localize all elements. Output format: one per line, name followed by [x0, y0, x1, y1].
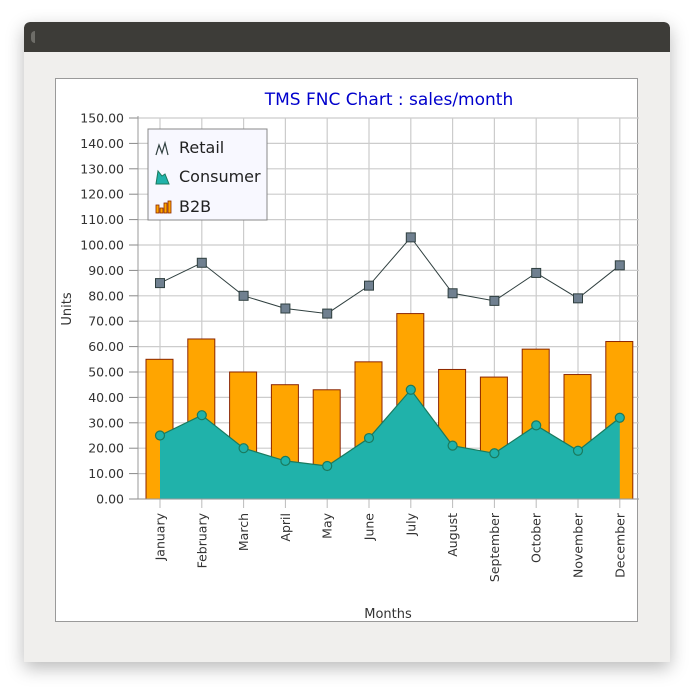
window-titlebar[interactable] [24, 22, 670, 52]
retail-point[interactable] [364, 280, 374, 291]
legend-label-retail: Retail [179, 138, 224, 157]
retail-point[interactable] [489, 295, 500, 306]
window-control-icon[interactable] [31, 31, 35, 43]
y-tick-label: 110.00 [80, 212, 124, 227]
consumer-point[interactable] [447, 440, 458, 451]
y-tick-label: 70.00 [88, 314, 124, 329]
x-tick-label: June [362, 513, 377, 542]
app-window: 0.00 10.00 20.00 30.00 40.00 50.00 60.00 70.00 8… [24, 22, 670, 662]
y-tick-label: 140.00 [80, 136, 124, 151]
x-tick-label: March [236, 513, 251, 551]
chart-legend: Retail Consumer B2B [147, 128, 268, 221]
y-tick-label: 20.00 [88, 441, 124, 456]
retail-point[interactable] [196, 257, 207, 268]
x-tick-label: July [403, 512, 418, 536]
x-tick-label: August [445, 513, 460, 557]
chart-panel: 0.00 10.00 20.00 30.00 40.00 50.00 60.00 70.00 8… [55, 78, 639, 622]
y-tick-label: 10.00 [88, 466, 124, 481]
chart-axes: 0.00 10.00 20.00 30.00 40.00 50.00 60.00 70.00 8… [80, 111, 639, 582]
consumer-point[interactable] [238, 443, 249, 454]
legend-item-consumer: Consumer [155, 167, 261, 186]
y-axis-label: Units [60, 292, 75, 325]
retail-point[interactable] [573, 293, 583, 304]
chart: 0.00 10.00 20.00 30.00 40.00 50.00 60.00 70.00 8… [60, 90, 639, 622]
legend-item-retail: Retail [155, 138, 224, 157]
consumer-point[interactable] [531, 420, 542, 431]
consumer-point[interactable] [614, 412, 625, 423]
consumer-point[interactable] [489, 448, 500, 459]
y-tick-label: 30.00 [88, 415, 124, 430]
consumer-point[interactable] [196, 410, 207, 421]
retail-line [155, 232, 625, 319]
area-series-icon [155, 169, 170, 185]
consumer-point[interactable] [363, 432, 375, 444]
consumer-point[interactable] [572, 445, 584, 456]
y-tick-label: 0.00 [96, 492, 124, 507]
retail-point[interactable] [155, 278, 165, 289]
x-tick-label: September [487, 512, 502, 582]
x-tick-label: February [194, 512, 209, 568]
x-tick-label: December [612, 512, 627, 578]
y-tick-label: 150.00 [80, 111, 124, 126]
retail-point[interactable] [447, 288, 458, 299]
consumer-point[interactable] [322, 460, 333, 472]
x-tick-label: January [153, 512, 168, 561]
retail-point[interactable] [280, 303, 291, 314]
y-tick-label: 100.00 [80, 238, 124, 253]
y-tick-label: 120.00 [80, 187, 124, 202]
x-tick-label: November [571, 512, 586, 578]
y-tick-label: 40.00 [88, 390, 124, 405]
y-tick-label: 60.00 [88, 339, 124, 354]
consumer-point[interactable] [154, 430, 166, 441]
retail-point[interactable] [531, 267, 542, 278]
x-tick-label: May [320, 512, 335, 538]
y-tick-label: 50.00 [88, 365, 124, 380]
x-axis-label: Months [364, 607, 412, 622]
chart-title: TMS FNC Chart : sales/month [264, 90, 513, 110]
retail-point[interactable] [614, 260, 625, 271]
bar-series-icon [155, 200, 172, 214]
legend-label-consumer: Consumer [179, 167, 261, 186]
legend-label-b2b: B2B [179, 197, 211, 216]
x-tick-label: October [529, 512, 544, 563]
retail-point[interactable] [405, 232, 416, 243]
line-series-icon [155, 140, 169, 156]
y-tick-label: 90.00 [88, 263, 124, 278]
consumer-point[interactable] [280, 455, 291, 466]
legend-item-b2b: B2B [155, 197, 211, 216]
x-tick-label: April [278, 513, 293, 542]
retail-point[interactable] [238, 290, 249, 301]
y-tick-label: 130.00 [80, 161, 124, 176]
retail-point[interactable] [322, 308, 333, 319]
consumer-area [154, 384, 625, 499]
y-tick-label: 80.00 [88, 288, 124, 303]
consumer-point[interactable] [405, 384, 416, 395]
